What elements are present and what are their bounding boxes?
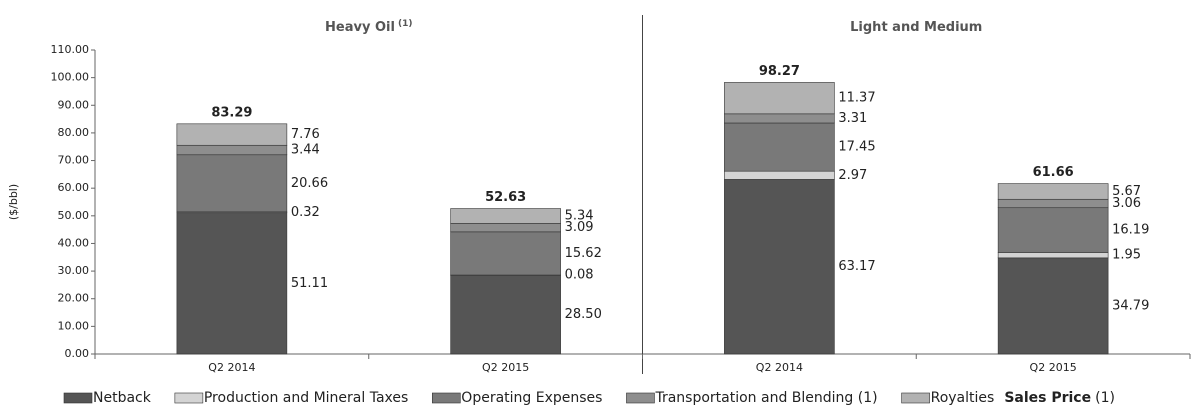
value-label: 11.37 bbox=[838, 91, 875, 106]
x-tick-label: Q2 2014 bbox=[208, 361, 255, 374]
bar-segment bbox=[724, 82, 835, 115]
y-tick-label: 0.00 bbox=[65, 347, 90, 360]
value-label: 2.97 bbox=[838, 168, 867, 183]
legend-label: Operating Expenses bbox=[461, 390, 602, 406]
panel-title-text: Light and Medium bbox=[850, 20, 982, 35]
value-label: 5.34 bbox=[565, 208, 594, 223]
bar-segment bbox=[450, 208, 561, 224]
y-tick-label: 80.00 bbox=[58, 126, 90, 139]
y-tick-label: 10.00 bbox=[58, 319, 90, 332]
value-label: 15.62 bbox=[565, 246, 602, 261]
y-tick-label: 30.00 bbox=[58, 264, 90, 277]
value-label: 3.31 bbox=[838, 111, 867, 126]
bar-segment bbox=[724, 170, 835, 180]
bar-segment bbox=[997, 252, 1109, 259]
y-tick-label: 70.00 bbox=[58, 154, 90, 167]
bar-segment bbox=[450, 274, 561, 355]
value-label: 3.06 bbox=[1112, 196, 1141, 211]
value-label: 28.50 bbox=[565, 307, 602, 322]
value-label: 0.08 bbox=[565, 268, 594, 283]
total-label: 98.27 bbox=[759, 64, 800, 79]
legend-totals-name: Sales Price bbox=[1004, 390, 1091, 406]
panel-title: Heavy Oil (1) bbox=[325, 19, 412, 35]
value-label: 3.09 bbox=[565, 220, 594, 235]
bar-segment bbox=[450, 231, 561, 276]
x-tick-label: Q2 2015 bbox=[482, 361, 529, 374]
panel-title-note: (1) bbox=[398, 19, 413, 29]
legend-totals-note: (1) bbox=[1095, 390, 1115, 406]
panel-title-text: Heavy Oil bbox=[325, 20, 395, 35]
bar-segment bbox=[176, 154, 288, 213]
legend-swatch bbox=[431, 392, 461, 404]
legend-swatch bbox=[63, 392, 93, 404]
legend-swatch bbox=[174, 392, 204, 404]
y-tick-label: 40.00 bbox=[58, 236, 90, 249]
y-tick-label: 90.00 bbox=[58, 98, 90, 111]
value-label: 7.76 bbox=[291, 127, 320, 142]
bar-segment bbox=[176, 212, 288, 355]
x-tick-label: Q2 2015 bbox=[1030, 361, 1077, 374]
panel-title: Light and Medium bbox=[850, 20, 982, 35]
value-label: 5.67 bbox=[1112, 184, 1141, 199]
value-label: 63.17 bbox=[838, 259, 875, 274]
y-tick-label: 50.00 bbox=[58, 209, 90, 222]
legend-label: Transportation and Blending (1) bbox=[654, 390, 877, 406]
value-label: 0.32 bbox=[291, 205, 320, 220]
y-tick-label: 60.00 bbox=[58, 181, 90, 194]
total-label: 52.63 bbox=[485, 190, 526, 205]
bar-segment bbox=[176, 123, 288, 146]
legend-totals: Sales Price (1) bbox=[1004, 390, 1115, 406]
y-axis-label: ($/bbl) bbox=[7, 184, 20, 220]
y-tick-label: 20.00 bbox=[58, 292, 90, 305]
total-label: 83.29 bbox=[211, 105, 252, 120]
total-label: 61.66 bbox=[1033, 165, 1074, 180]
bar-segment bbox=[450, 223, 561, 233]
value-label: 51.11 bbox=[291, 276, 328, 291]
bar-segment bbox=[997, 257, 1109, 355]
legend-label: Royalties bbox=[931, 390, 995, 406]
bar-segment bbox=[997, 198, 1109, 209]
legend-swatch bbox=[901, 392, 930, 404]
value-label: 20.66 bbox=[291, 176, 328, 191]
value-label: 16.19 bbox=[1112, 223, 1149, 238]
y-tick-label: 110.00 bbox=[51, 43, 90, 56]
bar-segment bbox=[997, 207, 1109, 253]
bar-segment bbox=[724, 113, 835, 124]
y-tick-label: 100.00 bbox=[51, 71, 90, 84]
legend-swatch bbox=[626, 392, 655, 404]
legend-label: Production and Mineral Taxes bbox=[204, 390, 408, 406]
legend-label: Netback bbox=[93, 390, 152, 406]
bar-segment bbox=[724, 122, 835, 172]
bar-segment bbox=[176, 144, 288, 156]
value-label: 34.79 bbox=[1112, 298, 1149, 313]
x-tick-label: Q2 2014 bbox=[756, 361, 803, 374]
value-label: 3.44 bbox=[291, 143, 320, 158]
bar-segment bbox=[724, 179, 835, 355]
value-label: 17.45 bbox=[838, 140, 875, 155]
bar-segment bbox=[997, 183, 1109, 200]
value-label: 1.95 bbox=[1112, 248, 1141, 263]
